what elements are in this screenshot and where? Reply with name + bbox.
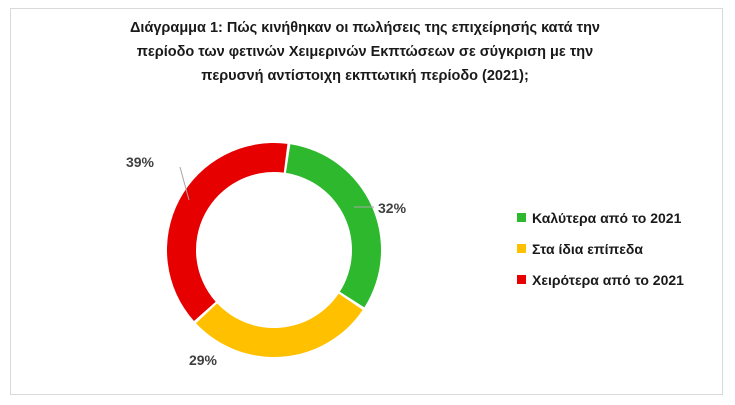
- legend-label: Στα ίδια επίπεδα: [532, 240, 643, 257]
- chart-title-line: περίοδο των φετινών Χειμερινών Εκπτώσεων…: [136, 44, 594, 60]
- slice-better: [285, 144, 381, 308]
- legend: Καλύτερα από το 2021 Στα ίδια επίπεδα Χε…: [517, 202, 684, 295]
- legend-item: Χειρότερα από το 2021: [517, 264, 684, 295]
- legend-swatch: [517, 275, 526, 284]
- chart-title-line: περυσνή αντίστοιχη εκπτωτική περίοδο (20…: [201, 68, 529, 84]
- slice-same: [196, 293, 363, 358]
- legend-item: Στα ίδια επίπεδα: [517, 233, 684, 264]
- slice-worse: [167, 143, 288, 322]
- leader-line: [179, 166, 190, 201]
- legend-swatch: [517, 213, 526, 222]
- legend-label: Καλύτερα από το 2021: [532, 209, 682, 226]
- legend-label: Χειρότερα από το 2021: [532, 271, 684, 288]
- data-label: 29%: [189, 352, 218, 368]
- data-label: 32%: [378, 200, 407, 216]
- legend-swatch: [517, 244, 526, 253]
- data-label: 39%: [126, 154, 155, 170]
- chart-title-line: Διάγραμμα 1: Πώς κινήθηκαν οι πωλήσεις τ…: [130, 20, 600, 36]
- legend-item: Καλύτερα από το 2021: [517, 202, 684, 233]
- chart-title: Διάγραμμα 1: Πώς κινήθηκαν οι πωλήσεις τ…: [60, 16, 670, 88]
